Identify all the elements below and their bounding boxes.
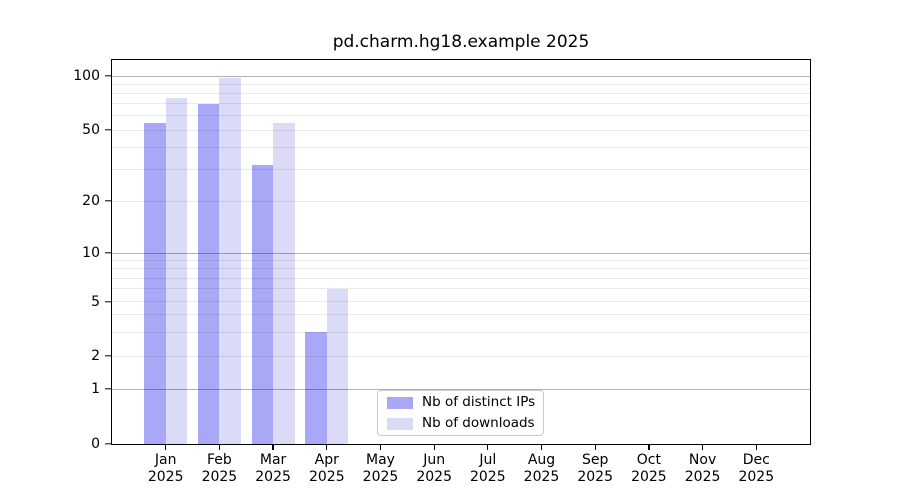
x-tick-mark <box>165 445 167 450</box>
x-tick-mark <box>540 445 543 450</box>
y-tick-label: 5 <box>91 293 100 310</box>
x-tick-label-jun: Jun 2025 <box>416 452 452 485</box>
x-tick-mark <box>648 445 650 450</box>
y-tick-mark <box>105 200 111 202</box>
legend-label-distinct-ips: Nb of distinct IPs <box>422 394 536 410</box>
minor-gridline <box>112 129 810 131</box>
x-tick-label-oct: Oct 2025 <box>631 452 667 485</box>
bar-mar-distinct-ips <box>251 164 274 444</box>
major-gridline <box>112 388 810 390</box>
y-tick-label: 10 <box>82 245 100 261</box>
y-tick-label: 1 <box>91 381 100 397</box>
legend-item-distinct-ips: Nb of distinct IPs <box>387 394 536 410</box>
x-tick-label-sep: Sep 2025 <box>577 452 613 485</box>
minor-gridline <box>112 83 810 85</box>
bar-feb-distinct-ips <box>197 103 220 444</box>
grid-layer <box>112 60 810 444</box>
x-tick-mark <box>379 445 382 450</box>
legend-swatch-downloads <box>387 417 413 430</box>
legend-label-downloads: Nb of downloads <box>422 415 535 431</box>
x-axis: Jan 2025 Feb 2025 Mar 2025 Apr 2025 May 2025 Jun 20… <box>112 445 810 495</box>
minor-gridline <box>112 169 810 171</box>
x-tick-label-apr: Apr 2025 <box>308 452 345 485</box>
minor-gridline <box>112 277 810 279</box>
minor-gridline <box>112 200 810 202</box>
x-tick-mark <box>755 445 757 450</box>
y-tick-label: 2 <box>91 348 100 364</box>
legend-item-downloads: Nb of downloads <box>387 415 535 431</box>
y-tick-label: 0 <box>91 436 100 452</box>
y-axis: 0 1 2 5 10 20 50 100 <box>0 60 111 452</box>
x-tick-mark <box>218 445 221 450</box>
y-tick-mark <box>105 355 111 357</box>
x-tick-mark <box>701 445 704 450</box>
minor-gridline <box>112 301 810 303</box>
minor-gridline <box>112 314 810 316</box>
legend-swatch-distinct-ips <box>387 396 413 409</box>
x-tick-label-nov: Nov 2025 <box>684 452 721 485</box>
minor-gridline <box>112 259 810 261</box>
x-tick-label-dec: Dec 2025 <box>738 452 775 485</box>
y-tick-mark <box>105 252 111 254</box>
x-tick-label-jan: Jan 2025 <box>147 452 184 485</box>
y-tick-mark <box>105 129 111 131</box>
x-tick-label-jul: Jul 2025 <box>469 452 506 485</box>
x-tick-mark <box>487 445 489 450</box>
x-tick-label-may: May 2025 <box>362 452 399 485</box>
bar-jan-distinct-ips <box>144 122 166 444</box>
major-gridline <box>112 252 810 254</box>
plot-area <box>111 59 811 445</box>
x-tick-label-mar: Mar 2025 <box>255 452 291 485</box>
chart-title: pd.charm.hg18.example 2025 <box>332 32 590 52</box>
y-tick-label: 100 <box>73 68 100 84</box>
x-tick-mark <box>594 445 596 450</box>
y-tick-mark <box>105 443 111 445</box>
minor-gridline <box>112 115 810 117</box>
x-tick-mark <box>326 445 328 450</box>
y-tick-label: 50 <box>82 122 100 138</box>
x-tick-mark <box>433 445 435 450</box>
x-tick-label-feb: Feb 2025 <box>201 452 238 485</box>
bar-mar-downloads <box>273 122 295 444</box>
y-tick-mark <box>105 388 111 390</box>
bar-jan-downloads <box>165 98 188 444</box>
x-tick-mark <box>272 445 274 450</box>
bar-feb-downloads <box>219 77 241 444</box>
minor-gridline <box>112 355 810 357</box>
bar-apr-downloads <box>326 288 349 444</box>
bars-layer <box>112 60 810 444</box>
minor-gridline <box>112 288 810 290</box>
minor-gridline <box>112 146 810 148</box>
major-gridline <box>112 75 810 77</box>
y-tick-label: 20 <box>82 193 100 209</box>
minor-gridline <box>112 331 810 333</box>
x-tick-label-aug: Aug 2025 <box>523 452 560 485</box>
minor-gridline <box>112 103 810 105</box>
minor-gridline <box>112 268 810 270</box>
y-tick-mark <box>105 75 111 77</box>
y-tick-mark <box>105 300 111 303</box>
legend: Nb of distinct IPs Nb of downloads <box>377 390 544 436</box>
minor-gridline <box>112 92 810 94</box>
bar-apr-distinct-ips <box>305 332 327 444</box>
